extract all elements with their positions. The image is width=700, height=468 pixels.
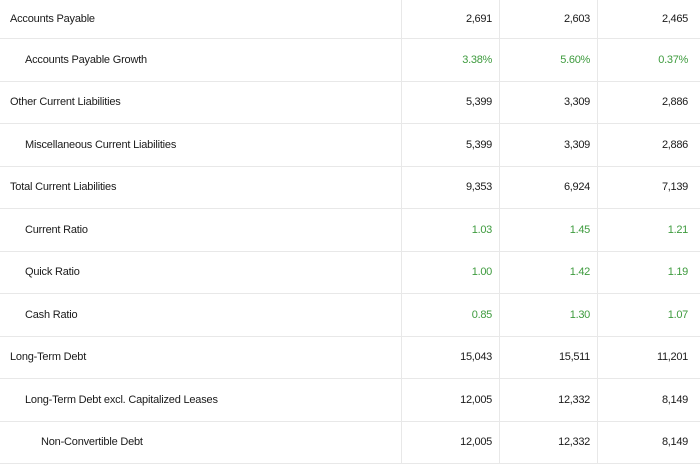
table-row: Accounts Payable 2,691 2,603 2,465 bbox=[0, 0, 700, 39]
table-row: Other Current Liabilities 5,399 3,309 2,… bbox=[0, 81, 700, 124]
row-value-col-1: 0.85 bbox=[402, 294, 500, 336]
row-label-accounts-payable: Accounts Payable bbox=[0, 0, 402, 38]
table-row: Current Ratio 1.03 1.45 1.21 bbox=[0, 209, 700, 252]
table-row: Miscellaneous Current Liabilities 5,399 … bbox=[0, 124, 700, 167]
table-row: Accounts Payable Growth 3.38% 5.60% 0.37… bbox=[0, 39, 700, 82]
table-row: Long-Term Debt excl. Capitalized Leases … bbox=[0, 379, 700, 422]
row-value-col-1: 5,399 bbox=[402, 81, 500, 123]
row-label-miscellaneous-current-liabilities: Miscellaneous Current Liabilities bbox=[0, 124, 402, 166]
row-value-col-2: 6,924 bbox=[500, 166, 598, 208]
row-value-col-2: 1.42 bbox=[500, 251, 598, 293]
row-label-total-current-liabilities: Total Current Liabilities bbox=[0, 166, 402, 208]
row-label-quick-ratio: Quick Ratio bbox=[0, 251, 402, 293]
row-value-col-2: 5.60% bbox=[500, 39, 598, 81]
row-label-long-term-debt: Long-Term Debt bbox=[0, 336, 402, 378]
row-value-col-3: 1.07 bbox=[667, 308, 689, 321]
row-value-col-1: 1.03 bbox=[402, 209, 500, 251]
row-value-col-2: 1.30 bbox=[500, 294, 598, 336]
row-value-col-2: 12,332 bbox=[500, 421, 598, 463]
row-value-col-2: 12,332 bbox=[500, 379, 598, 421]
row-value-col-1: 1.00 bbox=[402, 251, 500, 293]
row-value-col-1: 3.38% bbox=[402, 39, 500, 81]
row-label-cash-ratio: Cash Ratio bbox=[0, 294, 402, 336]
row-value-col-3: 1.19 bbox=[667, 266, 689, 279]
row-label-other-current-liabilities: Other Current Liabilities bbox=[0, 81, 402, 123]
table-row: Long-Term Debt 15,043 15,511 11,201 bbox=[0, 336, 700, 379]
row-value-col-2: 1.45 bbox=[500, 209, 598, 251]
row-value-col-3: 8,149 bbox=[661, 436, 688, 449]
row-value-col-3: 2,886 bbox=[661, 96, 688, 109]
row-value-col-3: 1.21 bbox=[667, 223, 689, 236]
row-value-col-1: 12,005 bbox=[402, 379, 500, 421]
table-row: Quick Ratio 1.00 1.42 1.19 bbox=[0, 251, 700, 294]
row-label-current-ratio: Current Ratio bbox=[0, 209, 402, 251]
row-value-col-1: 5,399 bbox=[402, 124, 500, 166]
row-label-accounts-payable-growth: Accounts Payable Growth bbox=[0, 39, 402, 81]
row-value-col-1: 2,691 bbox=[402, 0, 500, 38]
row-value-col-2: 2,603 bbox=[500, 0, 598, 38]
row-value-col-1: 9,353 bbox=[402, 166, 500, 208]
row-value-col-3: 7,139 bbox=[661, 181, 688, 194]
row-value-col-3: 2,465 bbox=[661, 13, 688, 25]
row-value-col-3: 2,886 bbox=[661, 138, 688, 151]
table-row: Cash Ratio 0.85 1.30 1.07 bbox=[0, 294, 700, 337]
row-value-col-2: 15,511 bbox=[500, 336, 598, 378]
row-value-col-1: 15,043 bbox=[402, 336, 500, 378]
row-value-col-2: 3,309 bbox=[500, 81, 598, 123]
row-value-col-3: 8,149 bbox=[661, 393, 688, 406]
row-label-long-term-debt-excl-leases: Long-Term Debt excl. Capitalized Leases bbox=[0, 379, 402, 421]
row-value-col-2: 3,309 bbox=[500, 124, 598, 166]
row-label-non-convertible-debt: Non-Convertible Debt bbox=[0, 421, 402, 463]
table-row: Non-Convertible Debt 12,005 12,332 8,149 bbox=[0, 421, 700, 464]
row-value-col-1: 12,005 bbox=[402, 421, 500, 463]
row-value-col-3: 11,201 bbox=[656, 351, 688, 364]
table-row: Total Current Liabilities 9,353 6,924 7,… bbox=[0, 166, 700, 209]
row-value-col-3: 0.37% bbox=[658, 53, 688, 66]
